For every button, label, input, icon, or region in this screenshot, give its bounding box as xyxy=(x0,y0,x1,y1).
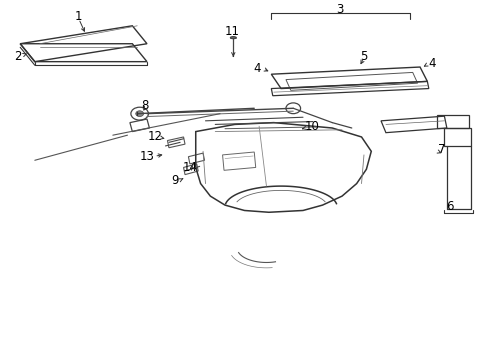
Text: 10: 10 xyxy=(304,121,319,134)
Text: 11: 11 xyxy=(224,25,239,38)
Text: 3: 3 xyxy=(335,3,343,16)
Text: 2: 2 xyxy=(14,50,21,63)
Text: 12: 12 xyxy=(147,130,163,144)
Text: 4: 4 xyxy=(427,57,435,70)
Text: 13: 13 xyxy=(139,150,154,163)
Text: 4: 4 xyxy=(252,62,260,75)
Text: 5: 5 xyxy=(360,50,367,63)
Text: 14: 14 xyxy=(182,161,197,174)
Text: 8: 8 xyxy=(141,99,148,112)
Text: 1: 1 xyxy=(75,10,82,23)
Circle shape xyxy=(136,111,143,117)
Text: 9: 9 xyxy=(171,174,179,186)
Text: 6: 6 xyxy=(446,201,453,213)
Text: 7: 7 xyxy=(437,143,445,156)
